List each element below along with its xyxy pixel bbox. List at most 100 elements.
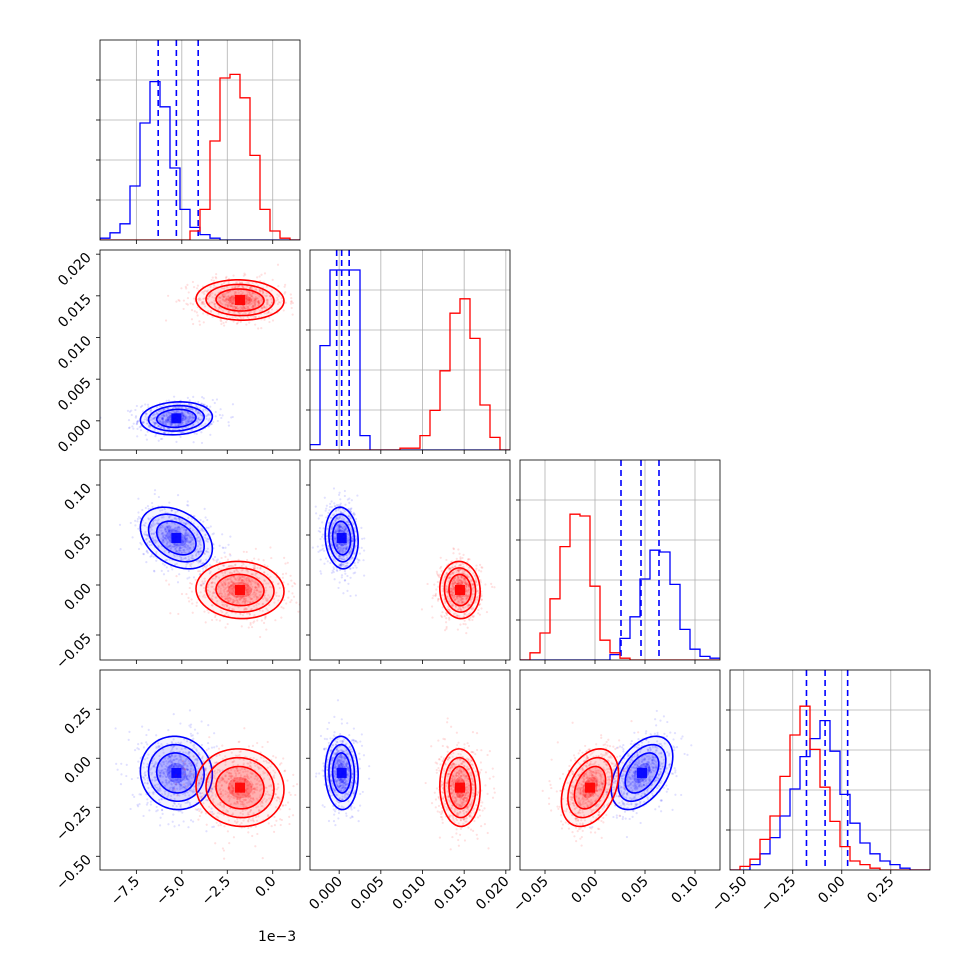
- scatter-point: [325, 516, 328, 519]
- scatter-point: [171, 545, 174, 548]
- scatter-point: [173, 516, 176, 520]
- scatter-point: [151, 791, 154, 794]
- scatter-point: [239, 597, 242, 600]
- scatter-point: [168, 526, 171, 529]
- scatter-point: [186, 303, 189, 306]
- scatter-point: [170, 783, 173, 786]
- scatter-point: [345, 547, 348, 551]
- scatter-point: [277, 301, 280, 304]
- scatter-point: [227, 543, 230, 546]
- scatter-point: [244, 607, 247, 610]
- scatter-point: [239, 577, 242, 580]
- scatter-point: [208, 593, 211, 596]
- scatter-point: [277, 294, 281, 298]
- scatter-point: [318, 527, 322, 530]
- scatter-point: [184, 747, 188, 750]
- scatter-point: [230, 572, 234, 575]
- scatter-point: [199, 572, 202, 575]
- scatter-point: [165, 542, 168, 545]
- scatter-point: [245, 305, 248, 308]
- scatter-point: [178, 573, 181, 576]
- scatter-point: [361, 537, 364, 540]
- scatter-point: [227, 614, 230, 617]
- scatter-point: [207, 724, 210, 727]
- scatter-point: [170, 509, 173, 512]
- scatter-point: [254, 299, 257, 302]
- scatter-point: [161, 417, 164, 420]
- scatter-point: [238, 281, 242, 285]
- scatter-point: [181, 540, 184, 544]
- scatter-point: [232, 305, 235, 308]
- scatter-point: [250, 305, 253, 308]
- scatter-point: [168, 531, 171, 534]
- scatter-point: [233, 291, 237, 294]
- scatter-point: [254, 315, 257, 318]
- scatter-point: [346, 562, 349, 565]
- scatter-point: [330, 543, 333, 546]
- scatter-point: [161, 509, 164, 512]
- scatter-point: [456, 597, 459, 600]
- scatter-point: [171, 788, 175, 791]
- scatter-point: [170, 424, 173, 427]
- scatter-point: [211, 581, 214, 584]
- scatter-point: [197, 416, 200, 419]
- scatter-point: [179, 549, 182, 552]
- scatter-point: [185, 416, 188, 419]
- scatter-point: [197, 535, 200, 538]
- scatter-point: [177, 423, 180, 426]
- scatter-point: [155, 550, 158, 554]
- scatter-point: [187, 412, 190, 415]
- scatter-point: [208, 563, 211, 566]
- panel-plot-area: [100, 40, 300, 240]
- scatter-point: [244, 300, 247, 303]
- scatter-point: [451, 582, 454, 585]
- scatter-point: [254, 292, 257, 295]
- scatter-point: [217, 585, 220, 589]
- scatter-point: [247, 298, 250, 301]
- scatter-point: [249, 286, 253, 289]
- scatter-point: [248, 296, 251, 299]
- scatter-point: [130, 409, 133, 412]
- scatter-point: [223, 324, 226, 327]
- scatter-point: [353, 526, 356, 529]
- scatter-point: [142, 421, 145, 424]
- scatter-point: [355, 557, 359, 560]
- scatter-point: [156, 519, 159, 522]
- scatter-point: [180, 756, 183, 759]
- scatter-point: [337, 586, 340, 590]
- scatter-point: [450, 603, 453, 607]
- scatter-point: [334, 528, 337, 532]
- scatter-point: [179, 783, 182, 786]
- scatter-point: [330, 527, 333, 530]
- scatter-point: [189, 403, 192, 407]
- scatter-point: [179, 765, 183, 768]
- scatter-point: [449, 589, 452, 593]
- scatter-point: [466, 590, 469, 594]
- contour-line-series-1: [215, 288, 265, 312]
- scatter-point: [259, 309, 262, 312]
- scatter-point: [334, 531, 337, 535]
- scatter-point: [150, 773, 153, 776]
- scatter-point: [186, 791, 189, 794]
- scatter-point: [245, 579, 249, 582]
- scatter-point: [236, 595, 239, 598]
- scatter-point: [182, 762, 185, 765]
- scatter-point: [153, 763, 156, 766]
- scatter-point: [245, 588, 248, 591]
- scatter-point: [226, 593, 229, 596]
- scatter-point: [445, 585, 448, 588]
- scatter-point: [185, 538, 188, 542]
- scatter-point: [169, 536, 172, 539]
- scatter-point: [160, 797, 163, 801]
- scatter-point: [144, 774, 147, 777]
- scatter-point: [168, 528, 171, 532]
- scatter-point: [266, 299, 269, 302]
- scatter-point: [212, 557, 215, 561]
- scatter-point: [345, 554, 349, 557]
- scatter-point: [153, 422, 156, 425]
- scatter-point: [176, 402, 179, 406]
- scatter-point: [172, 779, 175, 783]
- scatter-point: [344, 550, 347, 553]
- scatter-point: [347, 533, 350, 536]
- scatter-point: [184, 539, 187, 542]
